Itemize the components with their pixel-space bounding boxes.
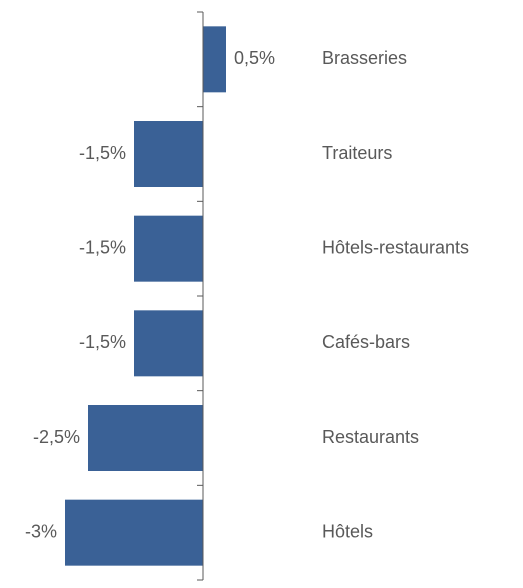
value-label: -2,5% — [33, 427, 80, 447]
category-label: Hôtels-restaurants — [322, 237, 469, 257]
bar — [134, 121, 203, 187]
bar — [134, 215, 203, 282]
value-label: -1,5% — [79, 143, 126, 163]
category-label: Restaurants — [322, 427, 419, 447]
bar — [65, 499, 203, 566]
bar — [203, 26, 226, 93]
category-label: Hôtels — [322, 521, 373, 541]
value-label: -3% — [25, 521, 57, 541]
value-label: -1,5% — [79, 332, 126, 352]
bar — [88, 405, 203, 471]
category-label: Traiteurs — [322, 143, 392, 163]
value-label: 0,5% — [234, 48, 275, 68]
value-label: -1,5% — [79, 237, 126, 257]
bar — [134, 310, 203, 377]
category-label: Brasseries — [322, 48, 407, 68]
category-label: Cafés-bars — [322, 332, 410, 352]
